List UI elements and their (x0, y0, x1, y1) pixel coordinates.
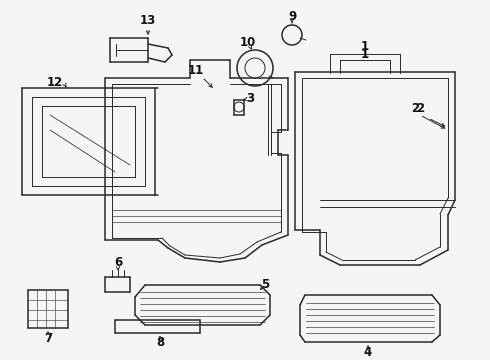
Text: 11: 11 (188, 63, 204, 77)
Text: 9: 9 (288, 10, 296, 23)
Text: 10: 10 (240, 36, 256, 49)
Text: 2: 2 (416, 102, 424, 114)
Text: 6: 6 (114, 256, 122, 270)
Text: 5: 5 (261, 279, 269, 292)
Text: 4: 4 (364, 346, 372, 359)
Text: 2: 2 (411, 102, 419, 114)
Text: 8: 8 (156, 336, 164, 348)
Text: 1: 1 (361, 40, 369, 54)
Text: 1: 1 (361, 49, 369, 62)
Text: 3: 3 (246, 91, 254, 104)
Text: 7: 7 (44, 332, 52, 345)
Text: 12: 12 (47, 76, 63, 89)
Text: 13: 13 (140, 13, 156, 27)
